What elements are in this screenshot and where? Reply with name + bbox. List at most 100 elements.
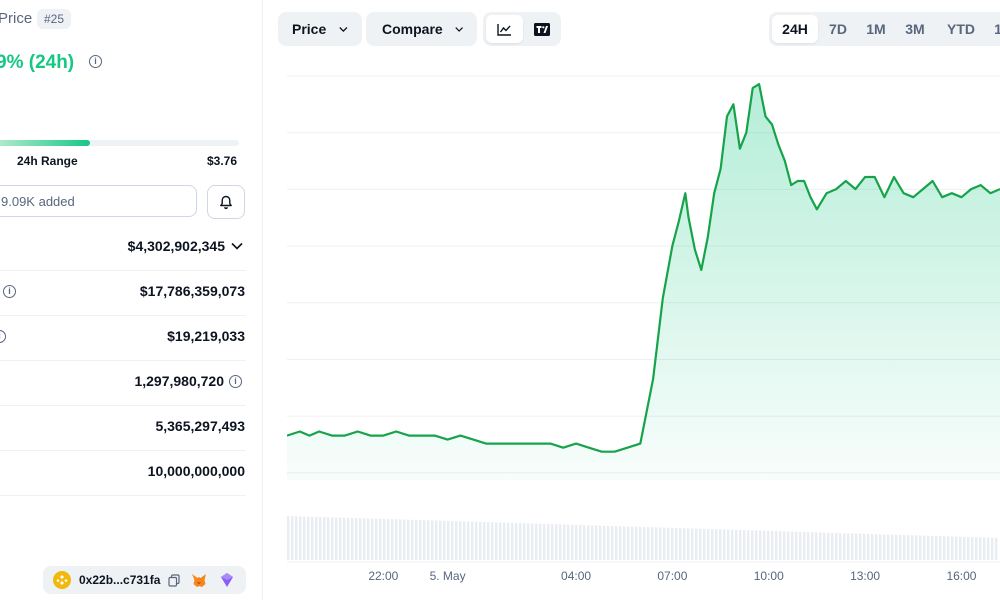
chevron-down-icon[interactable] — [231, 242, 243, 250]
volume-bar — [687, 528, 690, 560]
info-icon[interactable]: i — [89, 55, 102, 68]
coin-summary-panel: Price #25 9% (24h) i 24h Range $3.76 9.0… — [0, 0, 262, 600]
time-range-tabs: 24H 7D 1M 3M YTD 1 — [769, 12, 1000, 46]
volume-bar — [835, 532, 838, 560]
volume-bar — [815, 532, 818, 560]
volume-bar — [367, 518, 370, 560]
volume-bar — [611, 526, 614, 560]
volume-bar — [827, 532, 830, 560]
volume-bar — [803, 531, 806, 560]
volume-bar — [443, 520, 446, 560]
volume-bar — [639, 526, 642, 560]
volume-bar — [987, 537, 990, 560]
volume-bar — [783, 531, 786, 560]
tab-7d[interactable]: 7D — [829, 21, 847, 37]
info-icon[interactable]: i — [3, 285, 16, 298]
volume-bar — [935, 536, 938, 560]
explorer-icon[interactable] — [219, 572, 235, 588]
range-24h-fill — [0, 140, 91, 146]
tab-1m[interactable]: 1M — [866, 21, 886, 37]
x-tick-label: 22:00 — [368, 569, 398, 583]
volume-bar — [479, 521, 482, 560]
volume-bar — [491, 522, 494, 560]
volume-bar — [351, 517, 354, 560]
volume-bar — [399, 519, 402, 560]
tab-ytd[interactable]: YTD — [947, 21, 975, 37]
volume-bar — [483, 522, 486, 560]
volume-bar — [383, 518, 386, 560]
volume-bar — [635, 526, 638, 560]
volume-bar — [419, 520, 422, 560]
volume-bar — [467, 521, 470, 560]
copy-icon[interactable] — [168, 573, 181, 587]
tab-3m[interactable]: 3M — [905, 21, 925, 37]
volume-bar — [647, 527, 650, 560]
volume-bar — [819, 532, 822, 560]
volume-bar — [959, 536, 962, 560]
stat-value: 5,365,297,493 — [155, 418, 245, 434]
stat-row-max-supply: 10,000,000,000 — [0, 450, 246, 496]
price-change-24h: 9% (24h) — [0, 52, 75, 73]
volume-bar — [855, 533, 858, 560]
volume-bar — [331, 517, 334, 560]
info-icon[interactable]: i — [229, 375, 242, 388]
volume-bar — [523, 523, 526, 560]
compare-dropdown-button[interactable]: Compare — [366, 12, 477, 46]
volume-bar — [615, 526, 618, 560]
contract-address-chip[interactable]: 0x22b...c731fa — [43, 566, 246, 594]
volume-bar — [695, 528, 698, 560]
volume-bar — [411, 519, 414, 560]
volume-bar — [379, 518, 382, 560]
volume-bar — [891, 534, 894, 560]
volume-bar — [923, 535, 926, 560]
price-alert-button[interactable] — [207, 185, 245, 219]
volume-bar — [415, 519, 418, 560]
volume-bar — [631, 526, 634, 560]
volume-bar — [427, 520, 430, 560]
stat-row-total-supply: 5,365,297,493 — [0, 405, 246, 451]
volume-bar — [763, 530, 766, 560]
coin-title-fragment: Price — [0, 10, 33, 27]
volume-bar — [539, 523, 542, 560]
volume-bar — [895, 534, 898, 560]
volume-bar — [711, 529, 714, 560]
volume-bar — [439, 520, 442, 560]
volume-bar — [547, 524, 550, 560]
volume-bar — [747, 530, 750, 560]
volume-bars — [287, 516, 998, 560]
volume-bar — [527, 523, 530, 560]
volume-bar — [667, 527, 670, 560]
volume-bar — [823, 532, 826, 560]
price-dropdown-button[interactable]: Price — [278, 12, 362, 46]
tab-1y[interactable]: 1 — [994, 21, 1000, 37]
volume-bar — [951, 536, 954, 560]
metamask-icon[interactable] — [191, 573, 207, 588]
price-chart[interactable]: 22:00 5. May 04:00 07:00 10:00 13:00 16:00 — [287, 60, 1000, 600]
line-chart-button[interactable] — [486, 15, 523, 43]
watchlist-button[interactable]: 9.09K added — [0, 185, 197, 217]
volume-bar — [919, 535, 922, 560]
info-icon[interactable]: i — [0, 330, 6, 343]
volume-bar — [431, 520, 434, 560]
volume-bar — [963, 536, 966, 560]
compare-dropdown-label: Compare — [382, 21, 443, 37]
tab-24h[interactable]: 24H — [772, 15, 818, 43]
volume-bar — [623, 526, 626, 560]
volume-bar — [767, 530, 770, 560]
tradingview-button[interactable] — [525, 15, 558, 43]
volume-bar — [731, 529, 734, 560]
volume-bar — [807, 532, 810, 560]
volume-bar — [587, 525, 590, 560]
volume-bar — [683, 528, 686, 560]
x-axis-ticks: 22:00 5. May 04:00 07:00 10:00 13:00 16:00 — [368, 569, 976, 583]
volume-bar — [983, 537, 986, 560]
volume-bar — [655, 527, 658, 560]
stat-value: 1,297,980,720 — [134, 373, 224, 389]
volume-bar — [671, 527, 674, 560]
volume-bar — [395, 519, 398, 560]
bnb-chain-icon — [53, 571, 71, 589]
volume-bar — [679, 528, 682, 560]
volume-bar — [567, 524, 570, 560]
volume-bar — [391, 519, 394, 560]
volume-bar — [295, 516, 298, 560]
